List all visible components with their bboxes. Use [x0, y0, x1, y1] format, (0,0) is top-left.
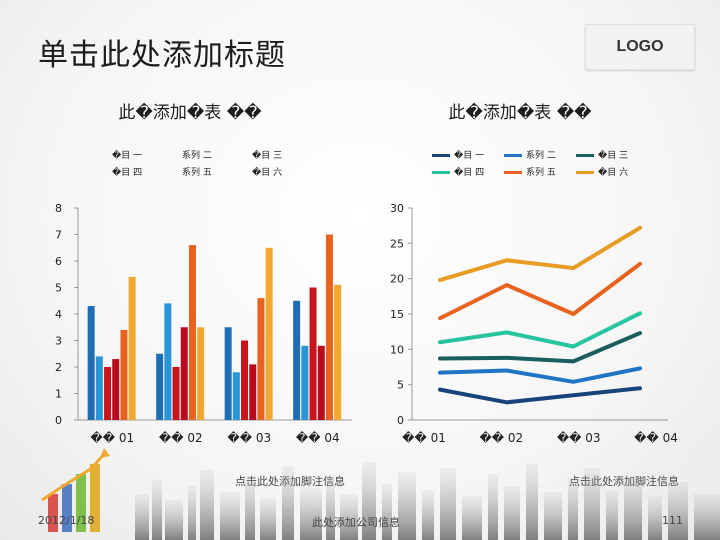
y-tick-label: 4	[55, 308, 62, 321]
slide-title[interactable]: 单击此处添加标题	[38, 38, 286, 73]
x-category-label: �� 02	[159, 431, 203, 445]
bar	[156, 353, 164, 420]
bar	[232, 372, 240, 420]
y-tick-label: 0	[397, 414, 404, 427]
y-tick-label: 8	[55, 202, 62, 215]
legend-label: �目 三	[252, 149, 282, 161]
page-number: 111	[662, 514, 683, 527]
bar	[309, 287, 317, 420]
x-category-label: �� 02	[479, 431, 523, 445]
legend-label: �目 四	[454, 166, 484, 178]
series-line	[438, 331, 642, 364]
y-tick-label: 5	[55, 282, 62, 295]
footer-company: 此处添加公司信息	[312, 516, 400, 529]
y-tick-label: 3	[55, 335, 62, 348]
bar	[257, 298, 265, 420]
footer-date: 2012/1/18	[38, 514, 95, 527]
y-tick-label: 25	[390, 237, 404, 250]
x-category-label: �� 01	[402, 431, 446, 445]
bar	[241, 340, 249, 420]
bar	[334, 284, 342, 420]
bar	[104, 367, 112, 420]
y-tick-label: 20	[390, 273, 404, 286]
y-tick-label: 0	[55, 414, 62, 427]
legend-label: �目 一	[454, 149, 484, 161]
bar	[224, 327, 232, 420]
bar	[249, 364, 257, 420]
legend-label: �目 六	[252, 166, 282, 178]
x-category-label: �� 04	[296, 431, 340, 445]
y-tick-label: 15	[390, 308, 404, 321]
series-line	[438, 366, 642, 384]
bar	[172, 367, 180, 420]
legend-swatch	[504, 171, 522, 174]
y-tick-label: 2	[55, 361, 62, 374]
legend-label: �目 四	[112, 166, 142, 178]
legend-swatch	[576, 171, 594, 174]
x-category-label: �� 01	[90, 431, 134, 445]
series-line	[438, 311, 642, 349]
y-tick-label: 6	[55, 255, 62, 268]
series-line	[438, 261, 642, 321]
y-tick-label: 10	[390, 343, 404, 356]
y-tick-label: 1	[55, 388, 62, 401]
logo-placeholder: LOGO	[585, 24, 695, 70]
growth-bars-icon	[41, 448, 110, 532]
legend-label: 系列 二	[182, 149, 212, 161]
bar	[265, 247, 273, 420]
legend-label: 系列 五	[526, 166, 556, 178]
bar	[188, 245, 196, 420]
legend-swatch	[432, 171, 450, 174]
x-category-label: �� 04	[634, 431, 678, 445]
y-tick-label: 7	[55, 229, 62, 242]
legend-label: �目 六	[598, 166, 628, 178]
skyline-graphic	[135, 462, 720, 540]
chart-title: 此�添加�表 ��	[448, 102, 592, 123]
bar	[128, 276, 136, 420]
bar	[197, 327, 205, 420]
chart-title: 此�添加�表 ��	[118, 102, 262, 123]
bar	[180, 327, 188, 420]
legend-label: �目 三	[598, 149, 628, 161]
series-line	[438, 225, 642, 283]
bar	[120, 329, 128, 420]
x-category-label: �� 03	[557, 431, 601, 445]
legend-swatch	[576, 154, 594, 157]
bar	[95, 356, 103, 420]
bar	[317, 345, 325, 420]
bar	[112, 359, 120, 420]
bar	[87, 306, 95, 420]
legend-swatch	[504, 154, 522, 157]
bar	[164, 303, 172, 420]
y-tick-label: 30	[390, 202, 404, 215]
legend-label: �目 一	[112, 149, 142, 161]
bar	[301, 345, 309, 420]
y-tick-label: 5	[397, 379, 404, 392]
legend-swatch	[432, 154, 450, 157]
bar	[325, 234, 333, 420]
legend-label: 系列 二	[526, 149, 556, 161]
x-category-label: �� 03	[227, 431, 271, 445]
series-line	[438, 386, 642, 405]
bar	[293, 300, 301, 420]
legend-label: 系列 五	[182, 166, 212, 178]
